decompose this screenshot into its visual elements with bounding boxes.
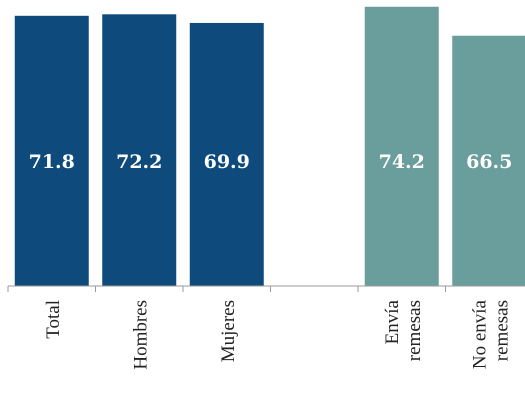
bars-group bbox=[14, 6, 525, 287]
x-tick-label: remesas bbox=[404, 300, 425, 361]
x-tick-label: Total bbox=[43, 300, 64, 339]
x-tick-label: Mujeres bbox=[218, 300, 239, 362]
bar bbox=[14, 15, 89, 286]
x-tick-label: Envía bbox=[382, 299, 403, 344]
bar bbox=[364, 6, 439, 287]
bar-value-label: 66.5 bbox=[466, 151, 512, 173]
bar-value-label: 74.2 bbox=[379, 151, 425, 173]
bar-value-label: 69.9 bbox=[204, 151, 250, 173]
x-tick-label: remesas bbox=[491, 300, 512, 361]
bar bbox=[452, 35, 525, 286]
x-tick-labels-group: Total Hombres Mujeres Envía remesas No envía r… bbox=[43, 299, 513, 369]
bar bbox=[189, 22, 264, 287]
x-tick-label: No envía bbox=[469, 299, 490, 369]
x-ticks-group bbox=[7, 286, 446, 292]
value-labels-group: 71.8 72.2 69.9 74.2 66.5 bbox=[29, 151, 513, 173]
bar-value-label: 71.8 bbox=[29, 151, 75, 173]
bar-value-label: 72.2 bbox=[116, 151, 162, 173]
bar bbox=[102, 14, 177, 287]
x-tick-label: Hombres bbox=[130, 300, 151, 370]
